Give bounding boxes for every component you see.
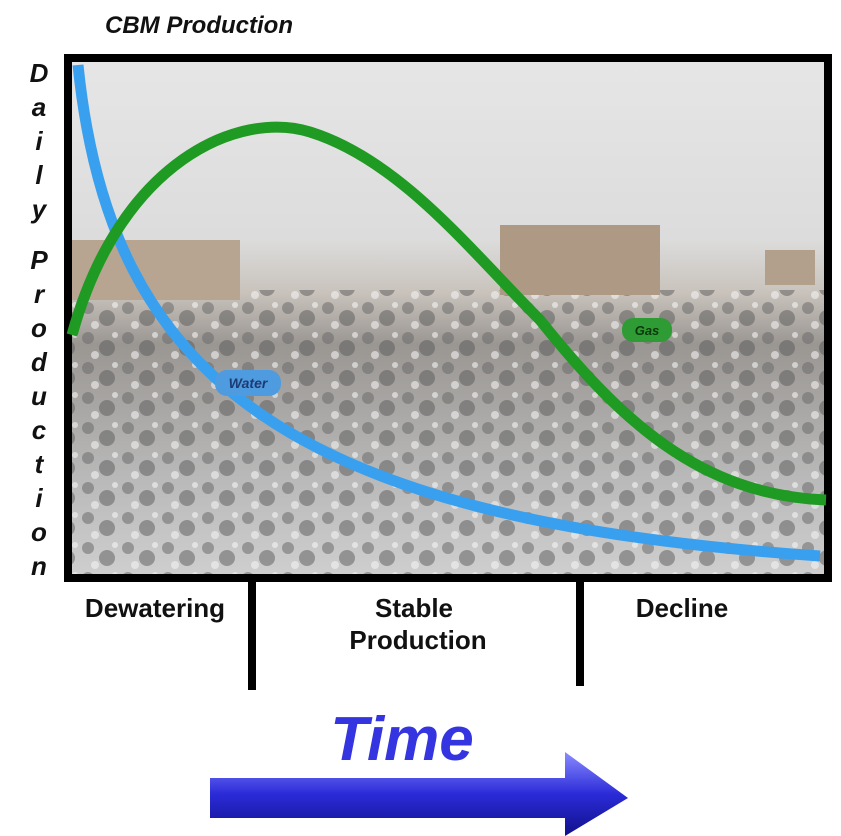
phase-label: Production [349,625,486,655]
diagram: Water Gas CBM Production Dewatering Stab… [0,0,841,836]
phase-label: Stable [375,593,453,623]
page: Water Gas CBM Production Dewatering Stab… [0,0,841,836]
gas-label: Gas [635,323,660,338]
y-label: Daily [18,58,54,228]
phase-label: Dewatering [85,593,225,623]
building [500,225,660,295]
title: CBM Production [105,12,293,39]
building [765,250,815,285]
time-label: Time [330,705,474,774]
photo-brush [68,290,828,578]
water-label: Water [229,375,269,391]
y-label: Production [18,245,54,585]
phase-label: Decline [636,593,729,623]
